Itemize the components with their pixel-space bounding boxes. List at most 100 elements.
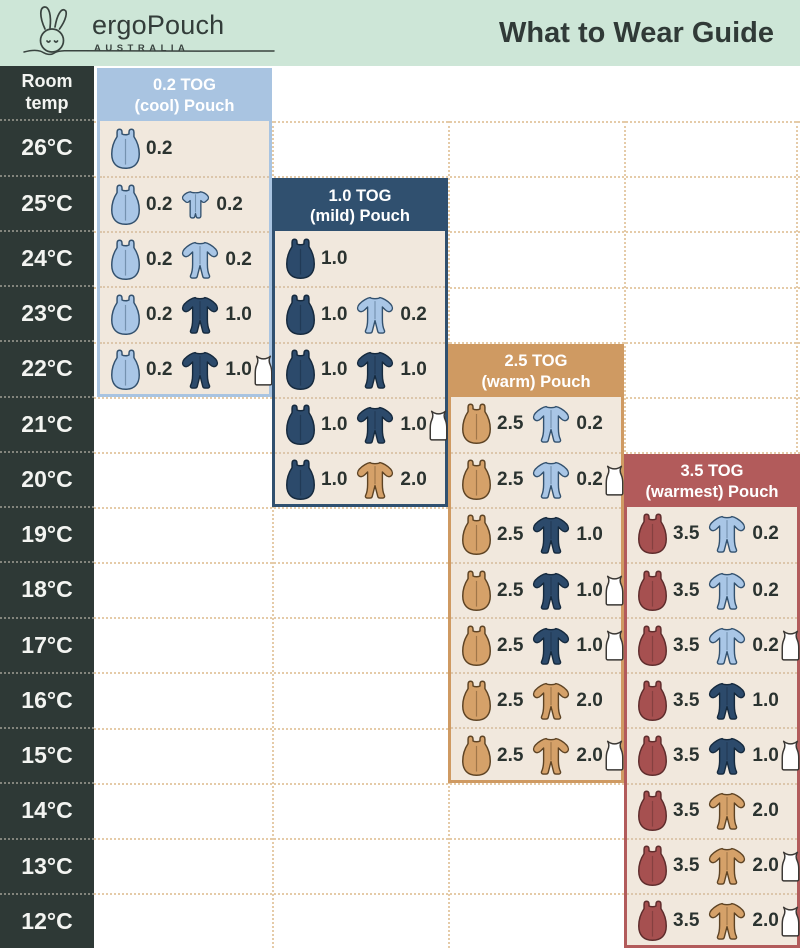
pouch-tog-value: 1.0 xyxy=(321,414,348,436)
garment-tog-value: 2.0 xyxy=(752,800,779,822)
room-temp-value: 20°C xyxy=(0,450,94,506)
pouch-icon xyxy=(109,183,142,227)
garment-tog-value: 1.0 xyxy=(576,634,603,656)
onesie-icon xyxy=(354,405,396,445)
garment-tog-value: 0.2 xyxy=(752,523,779,545)
pouch-tog-value: 2.5 xyxy=(497,469,524,491)
pouch-icon xyxy=(109,293,142,337)
panel-title: 0.2 TOG (cool) Pouch xyxy=(100,71,269,121)
guide-row-14°C: 3.5 2.0 xyxy=(627,782,797,838)
singlet-icon xyxy=(252,354,275,387)
pouch-icon xyxy=(636,899,669,943)
guide-row-22°C: 0.2 1.0 xyxy=(100,341,273,397)
guide-row-20°C: 2.5 0.2 xyxy=(451,451,624,507)
garment-tog-value: 1.0 xyxy=(576,524,603,546)
panel-title-line2: (cool) Pouch xyxy=(134,97,235,115)
room-temp-value: 25°C xyxy=(0,174,94,230)
tog-panel-2.5: 2.5 TOG (warm) Pouch 2.5 0.2 2.5 0.2 2.5 1.0 2.5… xyxy=(448,343,626,783)
panel-title: 1.0 TOG (mild) Pouch xyxy=(275,181,445,232)
guide-row-24°C: 1.0 xyxy=(275,231,445,286)
pouch-icon xyxy=(460,679,493,723)
room-temp-value: 19°C xyxy=(0,506,94,561)
garment-tog-value: 1.0 xyxy=(400,359,427,381)
garment-tog-value: 0.2 xyxy=(752,579,779,601)
onesie-icon xyxy=(354,295,396,335)
onesie-icon xyxy=(530,460,572,500)
guide-row-18°C: 2.5 1.0 xyxy=(451,562,624,617)
onesie-icon xyxy=(354,350,396,390)
garment-tog-value: 2.0 xyxy=(576,744,603,766)
singlet-icon xyxy=(779,739,800,772)
onesie-icon xyxy=(706,681,748,721)
singlet-icon xyxy=(427,409,450,442)
guide-row-16°C: 2.5 2.0 xyxy=(451,672,621,727)
garment-tog-value: 2.0 xyxy=(752,910,779,932)
pouch-tog-value: 3.5 xyxy=(673,634,700,656)
page-title: What to Wear Guide xyxy=(499,16,774,49)
garment-tog-value: 0.2 xyxy=(216,193,243,215)
onesie-icon xyxy=(530,626,572,666)
brand-subtitle: AUSTRALIA xyxy=(94,43,190,54)
onesie-icon xyxy=(179,240,221,280)
guide-row-22°C: 1.0 1.0 xyxy=(275,341,445,397)
panel-title-line1: 3.5 TOG xyxy=(680,462,744,481)
pouch-icon xyxy=(284,403,317,447)
onesie-icon xyxy=(179,295,221,335)
onesie-icon xyxy=(354,460,396,500)
onesie-icon xyxy=(530,515,572,555)
guide-row-17°C: 3.5 0.2 xyxy=(627,617,800,672)
room-temp-column: Room temp 26°C 25°C 24°C 23°C 22°C 21°C 20°C 19… xyxy=(0,66,94,948)
room-temp-value: 23°C xyxy=(0,285,94,340)
pouch-icon xyxy=(636,624,669,668)
pouch-tog-value: 3.5 xyxy=(673,744,700,766)
ergopouch-logo: ergoPouch AUSTRALIA xyxy=(0,0,300,66)
panel-title: 2.5 TOG (warm) Pouch xyxy=(451,346,621,397)
pouch-tog-value: 0.2 xyxy=(146,248,173,270)
pouch-tog-value: 2.5 xyxy=(497,413,524,435)
pouch-icon xyxy=(460,624,493,668)
pouch-tog-value: 2.5 xyxy=(497,744,524,766)
guide-row-17°C: 2.5 1.0 xyxy=(451,617,624,672)
onesie-icon xyxy=(530,681,572,721)
pouch-icon xyxy=(636,679,669,723)
room-temp-value: 24°C xyxy=(0,229,94,285)
tog-panel-0.2: 0.2 TOG (cool) Pouch 0.2 0.2 0.2 0.2 0.2 0.2 1.0… xyxy=(97,68,273,397)
guide-row-13°C: 3.5 2.0 xyxy=(627,837,800,893)
pouch-tog-value: 2.5 xyxy=(497,689,524,711)
room-temp-value: 16°C xyxy=(0,671,94,727)
onesie-icon xyxy=(706,736,748,776)
onesie-icon xyxy=(706,846,748,886)
pouch-tog-value: 3.5 xyxy=(673,855,700,877)
romper-icon xyxy=(179,189,212,221)
guide-row-18°C: 3.5 0.2 xyxy=(627,562,797,617)
pouch-tog-value: 3.5 xyxy=(673,579,700,601)
singlet-icon xyxy=(603,574,626,607)
pouch-icon xyxy=(109,238,142,282)
room-temp-header: Room temp xyxy=(21,71,73,113)
room-temp-value: 17°C xyxy=(0,616,94,672)
pouch-tog-value: 0.2 xyxy=(146,193,173,215)
pouch-tog-value: 2.5 xyxy=(497,579,524,601)
top-banner: ergoPouch AUSTRALIA What to Wear Guide xyxy=(0,0,800,66)
onesie-icon xyxy=(706,514,748,554)
guide-row-19°C: 2.5 1.0 xyxy=(451,506,621,562)
room-temp-value: 26°C xyxy=(0,119,94,174)
guide-row-26°C: 0.2 xyxy=(100,121,269,176)
pouch-tog-value: 0.2 xyxy=(146,359,173,381)
onesie-icon xyxy=(706,571,748,611)
garment-tog-value: 1.0 xyxy=(576,579,603,601)
panel-title: 3.5 TOG (warmest) Pouch xyxy=(627,456,797,507)
pouch-tog-value: 1.0 xyxy=(321,359,348,381)
pouch-icon xyxy=(636,512,669,556)
panel-title-line1: 1.0 TOG xyxy=(328,186,392,205)
logo-text: ergoPouch AUSTRALIA xyxy=(92,12,224,54)
pouch-tog-value: 3.5 xyxy=(673,689,700,711)
garment-tog-value: 0.2 xyxy=(400,303,427,325)
onesie-icon xyxy=(179,350,221,390)
garment-tog-value: 1.0 xyxy=(225,359,252,381)
singlet-icon xyxy=(603,739,626,772)
pouch-icon xyxy=(284,348,317,392)
guide-row-12°C: 3.5 2.0 xyxy=(627,892,800,948)
brand-name: ergoPouch xyxy=(92,10,225,40)
